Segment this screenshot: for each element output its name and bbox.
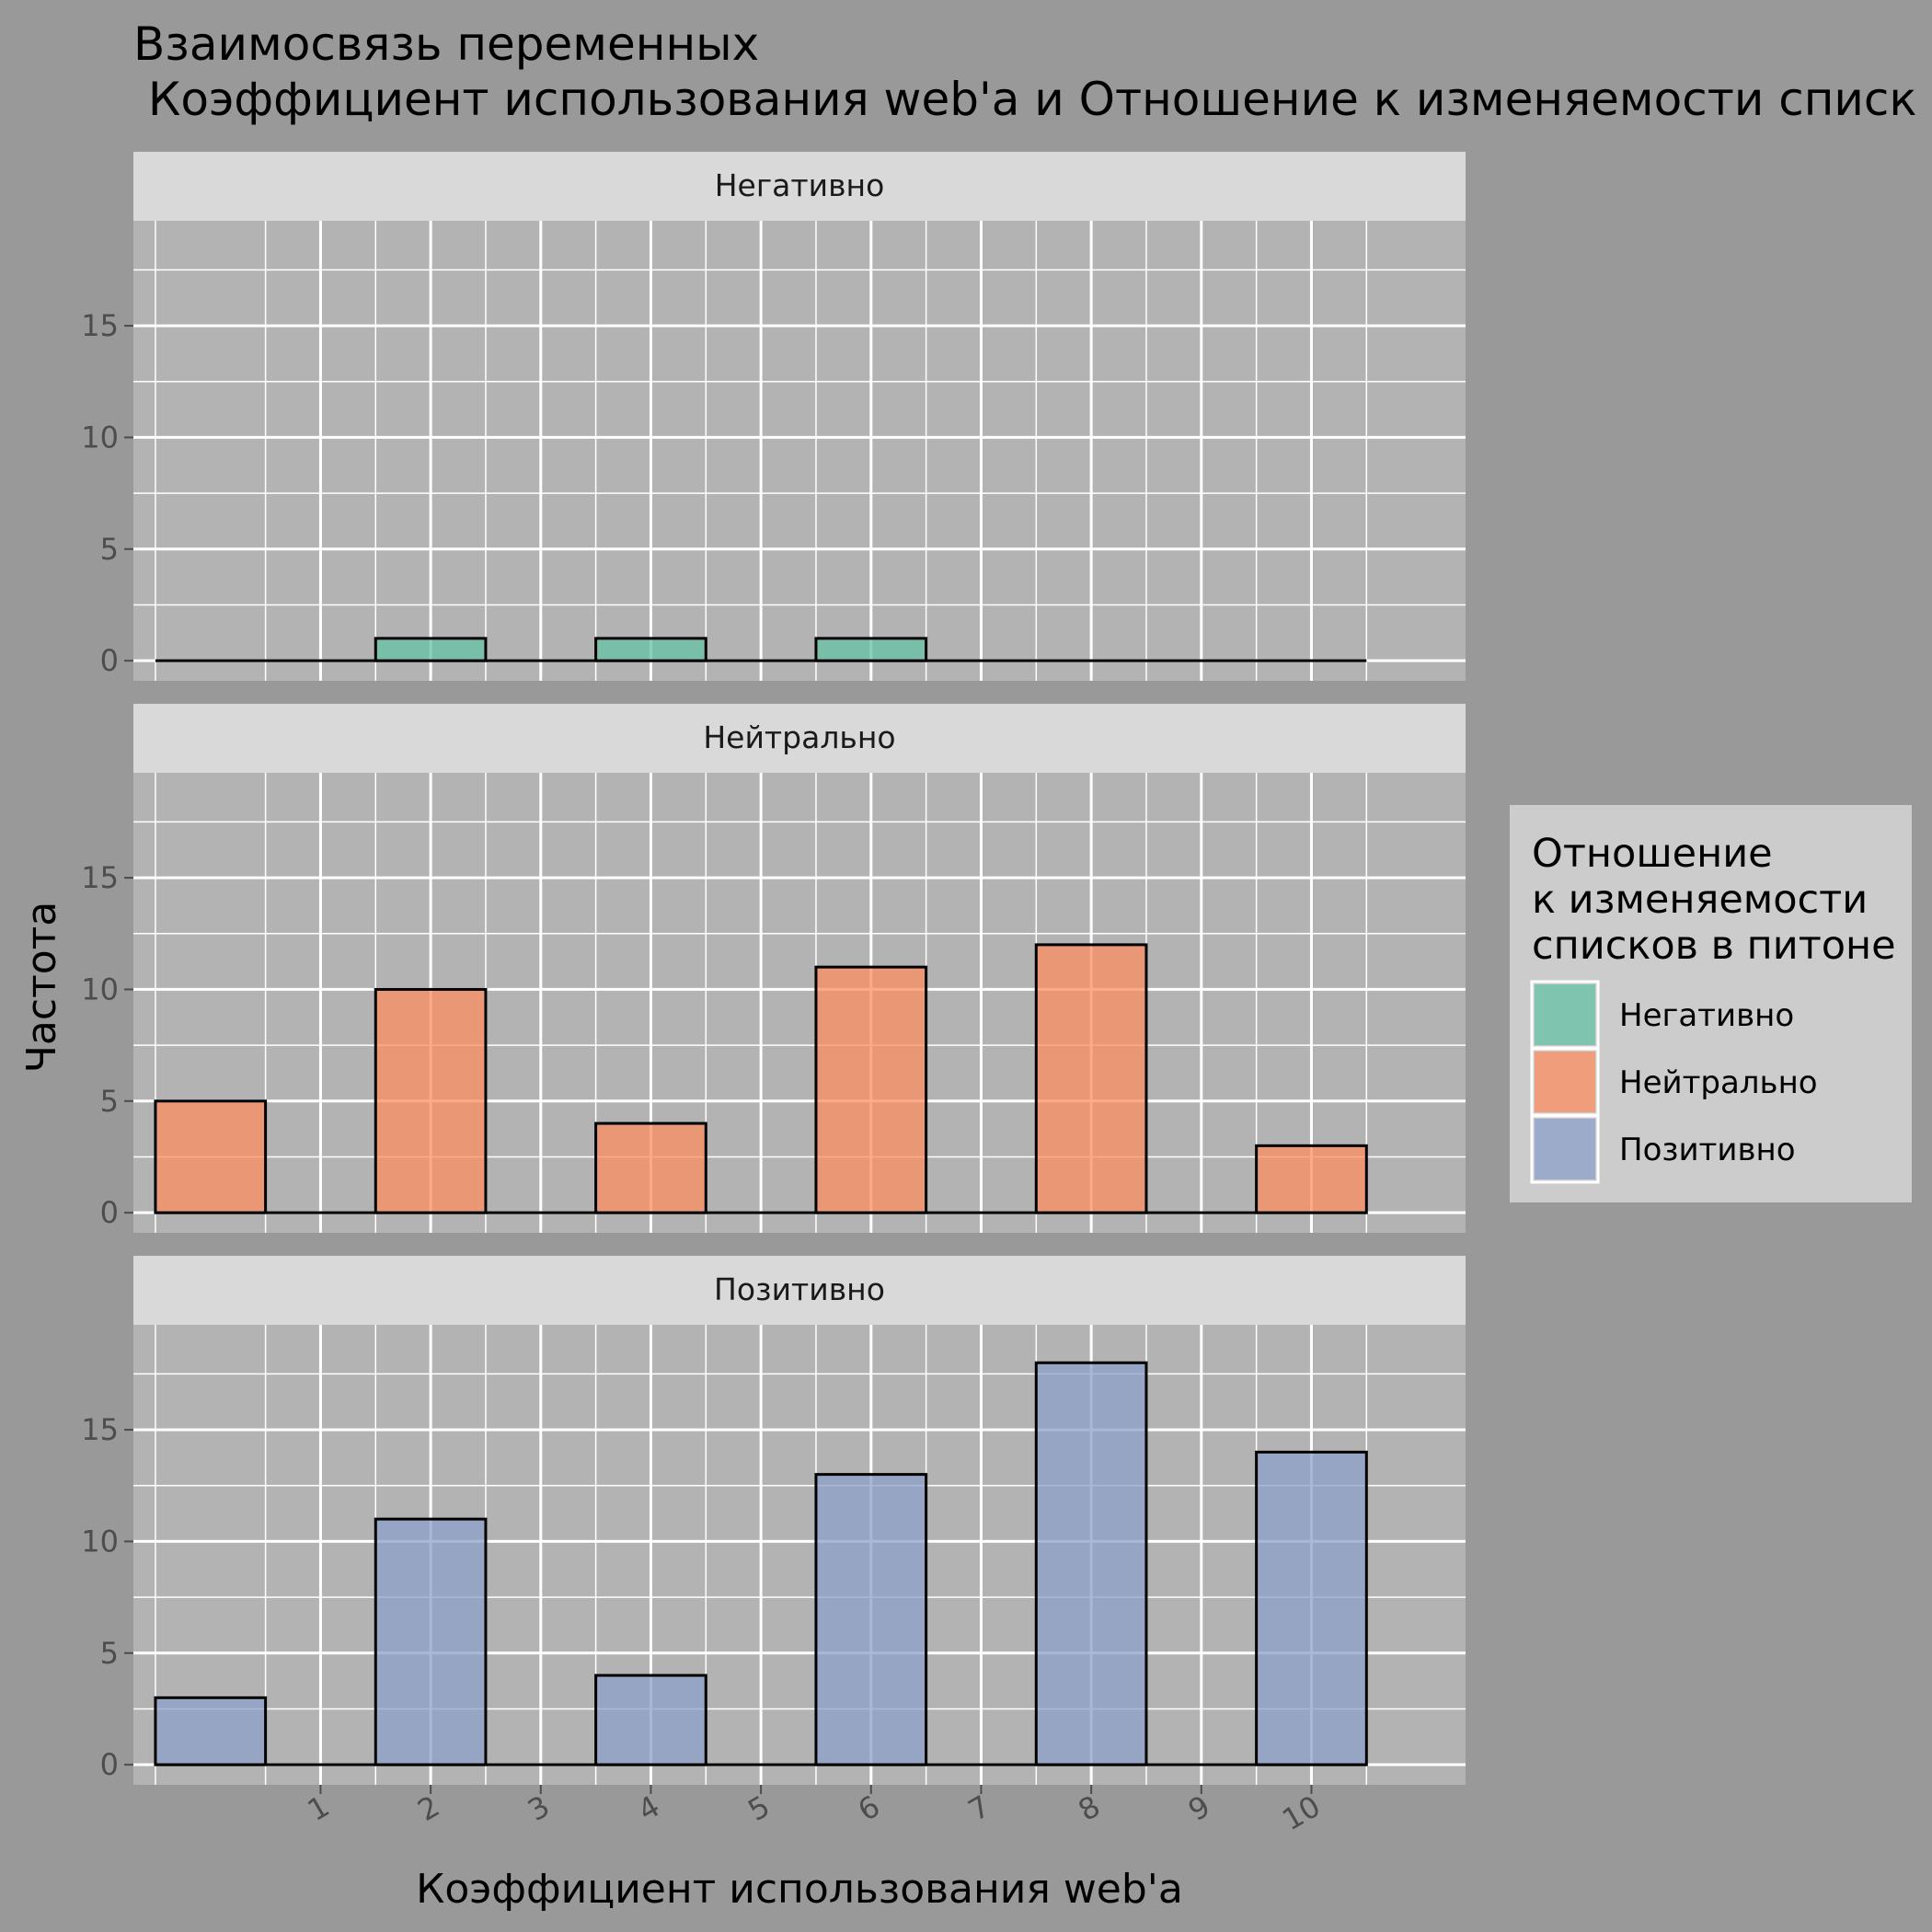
- bar: [814, 1473, 928, 1766]
- legend-label: Позитивно: [1619, 1132, 1796, 1168]
- y-tick-label: 0: [100, 1195, 119, 1230]
- y-tick-label: 5: [100, 1636, 119, 1671]
- y-tick-label: 0: [100, 1747, 119, 1782]
- panel-background: [133, 773, 1466, 1233]
- chart-title-line1: Взаимосвязь переменных: [133, 17, 759, 71]
- bar: [814, 965, 928, 1214]
- facet-strip-label: Нейтрально: [703, 719, 895, 755]
- facet-panels: Негативно051015Нейтрально051015Позитивно…: [81, 152, 1466, 1785]
- bar: [1034, 943, 1148, 1214]
- y-tick-label: 15: [81, 860, 119, 895]
- facet-strip-label: Негативно: [715, 167, 885, 203]
- legend-label: Нейтрально: [1619, 1064, 1818, 1101]
- y-axis-title: Частота: [18, 902, 65, 1073]
- legend-key-swatch: [1535, 1119, 1595, 1179]
- bar: [814, 637, 928, 662]
- bar: [154, 1099, 268, 1214]
- facet-strip: [133, 704, 1466, 773]
- panel-background: [133, 221, 1466, 681]
- panel-background: [133, 1325, 1466, 1785]
- y-tick-label: 10: [81, 972, 119, 1006]
- y-tick-label: 0: [100, 643, 119, 678]
- y-tick-label: 15: [81, 308, 119, 343]
- bar: [154, 1696, 268, 1766]
- y-tick-label: 10: [81, 420, 119, 454]
- legend-key-swatch: [1535, 984, 1595, 1045]
- bar: [1034, 1361, 1148, 1766]
- y-tick-label: 5: [100, 532, 119, 567]
- facet-strip: [133, 1256, 1466, 1325]
- bar: [594, 1673, 707, 1766]
- x-axis-title: Коэффициент использования web'a: [416, 1866, 1183, 1913]
- facet-panel: Позитивно 0 5 10 15: [81, 1256, 1466, 1785]
- bar: [374, 1517, 488, 1766]
- y-tick-label: 15: [81, 1412, 119, 1447]
- bar: [374, 637, 488, 662]
- bar: [1255, 1144, 1368, 1214]
- bar: [374, 987, 488, 1214]
- facet-panel: Нейтрально 0 5 10 15: [81, 704, 1466, 1233]
- y-tick-label: 5: [100, 1084, 119, 1119]
- bar: [1255, 1450, 1368, 1766]
- bar: [594, 1121, 707, 1214]
- chart-title-line2: Коэффициент использования web'a и Отноше…: [133, 73, 1917, 126]
- legend-label: Негативно: [1619, 997, 1794, 1034]
- facet-strip: [133, 152, 1466, 221]
- facet-strip-label: Позитивно: [714, 1271, 885, 1307]
- facet-panel: Негативно 0 5 10 15: [81, 152, 1466, 681]
- legend-key-swatch: [1535, 1052, 1595, 1112]
- legend-title: к изменяемости: [1532, 877, 1868, 923]
- legend-title: Отношение: [1532, 831, 1773, 877]
- y-tick-label: 10: [81, 1524, 119, 1558]
- bar: [594, 637, 707, 662]
- legend-title: списков в питоне: [1532, 923, 1896, 969]
